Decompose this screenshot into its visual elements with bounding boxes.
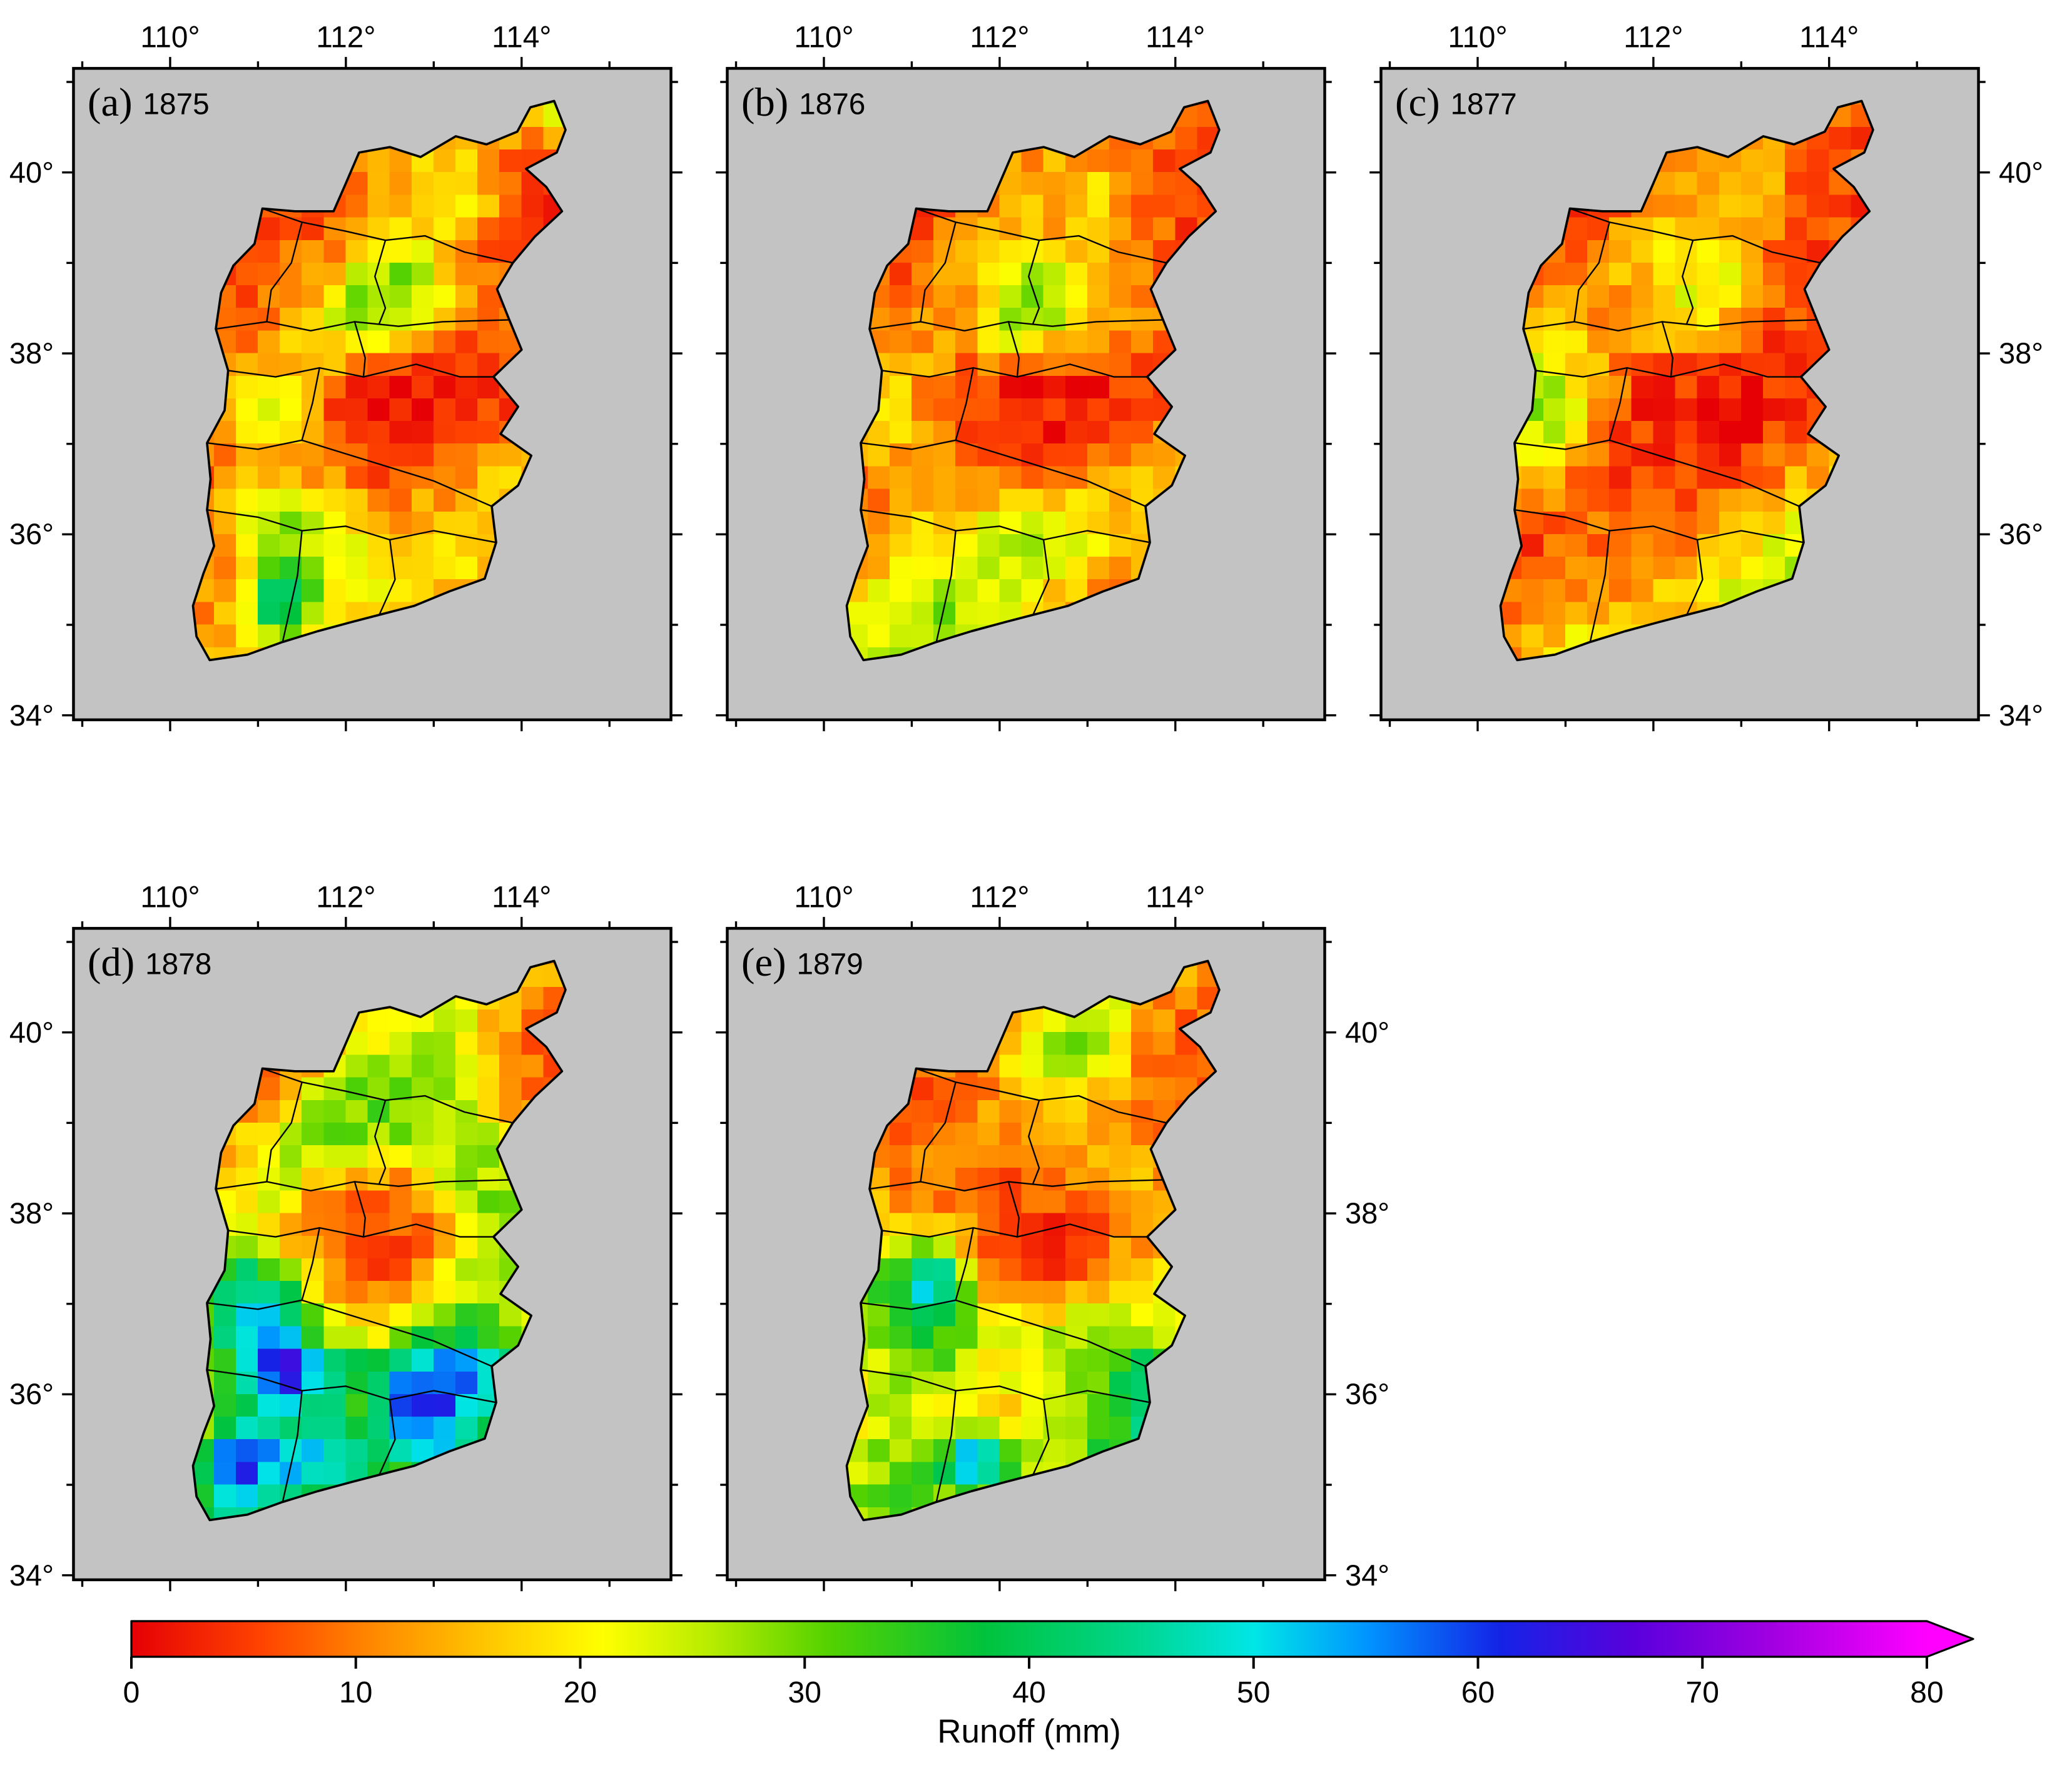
colorbar-tick-label: 80 — [1910, 1676, 1943, 1709]
panel-letter: (e) — [741, 939, 786, 984]
lon-tick-label: 114° — [1145, 21, 1205, 54]
panel-year: 1876 — [799, 88, 865, 121]
panel-letter: (b) — [741, 79, 788, 124]
subbasin-boundaries — [1513, 208, 1821, 643]
map-row-bottom: 110° 112° 114° (d) 1878 110° 112° 114° (e) 1879 40… — [0, 876, 2072, 1617]
subbasin-boundaries — [860, 208, 1167, 643]
lat-tick-label: 36° — [1999, 517, 2044, 551]
axis-ticks — [62, 917, 683, 1592]
province-boundary — [1499, 99, 1874, 662]
map-panel-1878: 110° 112° 114° (d) 1878 — [62, 881, 683, 1592]
colorbar-tick-label: 20 — [564, 1676, 597, 1709]
map-panel-1879: 110° 112° 114° (e) 1879 — [716, 881, 1336, 1592]
lat-tick-label: 36° — [9, 517, 54, 551]
subbasin-boundaries — [860, 1068, 1167, 1503]
lon-tick-label: 112° — [970, 21, 1029, 54]
panel-year: 1877 — [1451, 88, 1517, 121]
lat-tick-label: 40° — [1999, 155, 2044, 189]
map-panel-1875: 110° 112° 114° (a) 1875 — [62, 21, 683, 732]
colorbar-area: 0 10 20 30 40 50 60 70 80 — [0, 1620, 2072, 1726]
panel-label: (c) 1877 — [1395, 79, 1517, 124]
lon-tick-label: 112° — [316, 21, 375, 54]
panel-year: 1878 — [145, 948, 211, 981]
colorbar-tick-label: 70 — [1686, 1676, 1719, 1709]
panel-label: (a) 1875 — [88, 79, 210, 124]
province-boundary — [845, 959, 1221, 1522]
lon-tick-label: 110° — [794, 21, 853, 54]
lon-tick-label: 112° — [1623, 21, 1683, 54]
panel-letter: (c) — [1395, 79, 1440, 124]
colorbar-tick-label: 30 — [788, 1676, 821, 1709]
lon-tick-label: 110° — [140, 881, 200, 914]
panel-label: (d) 1878 — [88, 939, 211, 984]
axis-ticks — [1369, 57, 1990, 732]
province-boundary — [191, 959, 567, 1522]
lon-tick-label: 112° — [316, 881, 375, 914]
lat-tick-label: 34° — [9, 1558, 54, 1592]
axis-ticks — [62, 57, 683, 732]
colorbar-tick-label: 0 — [123, 1676, 140, 1709]
map-panel-1877: 110° 112° 114° (c) 1877 — [1369, 21, 1990, 732]
subbasin-boundaries — [206, 1068, 514, 1503]
subbasin-boundaries — [206, 208, 514, 643]
lat-tick-label: 40° — [9, 1015, 54, 1049]
lat-tick-label: 40° — [9, 155, 54, 189]
lat-tick-label: 36° — [9, 1377, 54, 1411]
colorbar-tick-label: 40 — [1012, 1676, 1045, 1709]
map-row-top: 110° 112° 114° (a) 1875 110° 112° 114° (b) 1876 11… — [0, 16, 2072, 757]
lon-tick-label: 110° — [140, 21, 200, 54]
map-frame — [1379, 67, 1980, 722]
province-boundary — [845, 99, 1221, 662]
colorbar-gradient — [130, 1620, 1974, 1658]
colorbar-tick-label: 60 — [1461, 1676, 1495, 1709]
lat-tick-label: 34° — [1345, 1558, 1390, 1592]
lon-tick-label: 114° — [1145, 881, 1205, 914]
lat-tick-label: 38° — [9, 1196, 54, 1230]
lon-tick-label: 114° — [1799, 21, 1859, 54]
colorbar-tick-label: 50 — [1237, 1676, 1270, 1709]
lat-tick-label: 34° — [1999, 698, 2044, 732]
axis-ticks — [716, 57, 1336, 732]
map-panel-1876: 110° 112° 114° (b) 1876 — [716, 21, 1336, 732]
colorbar-title: Runoff (mm) — [937, 1713, 1121, 1750]
colorbar: 0 10 20 30 40 50 60 70 80 — [123, 1620, 1974, 1709]
lon-tick-label: 114° — [492, 881, 551, 914]
lon-tick-label: 110° — [794, 881, 853, 914]
panel-letter: (d) — [88, 939, 135, 984]
lon-tick-label: 114° — [492, 21, 551, 54]
panel-label: (b) 1876 — [741, 79, 865, 124]
panel-label: (e) 1879 — [741, 939, 863, 984]
panel-year: 1875 — [143, 88, 210, 121]
lat-tick-label: 34° — [9, 698, 54, 732]
lat-tick-label: 38° — [9, 336, 54, 370]
map-frame — [726, 927, 1326, 1582]
lat-tick-label: 40° — [1345, 1015, 1390, 1049]
panel-letter: (a) — [88, 79, 133, 124]
map-frame — [726, 67, 1326, 722]
map-frame — [72, 67, 673, 722]
lat-tick-label: 38° — [1345, 1196, 1390, 1230]
lon-tick-label: 112° — [970, 881, 1029, 914]
lat-tick-label: 36° — [1345, 1377, 1390, 1411]
colorbar-tick-label: 10 — [339, 1676, 372, 1709]
lat-tick-label: 38° — [1999, 336, 2044, 370]
lon-tick-label: 110° — [1448, 21, 1507, 54]
panel-year: 1879 — [797, 948, 863, 981]
map-frame — [72, 927, 673, 1582]
axis-ticks — [716, 917, 1336, 1592]
province-boundary — [191, 99, 567, 662]
